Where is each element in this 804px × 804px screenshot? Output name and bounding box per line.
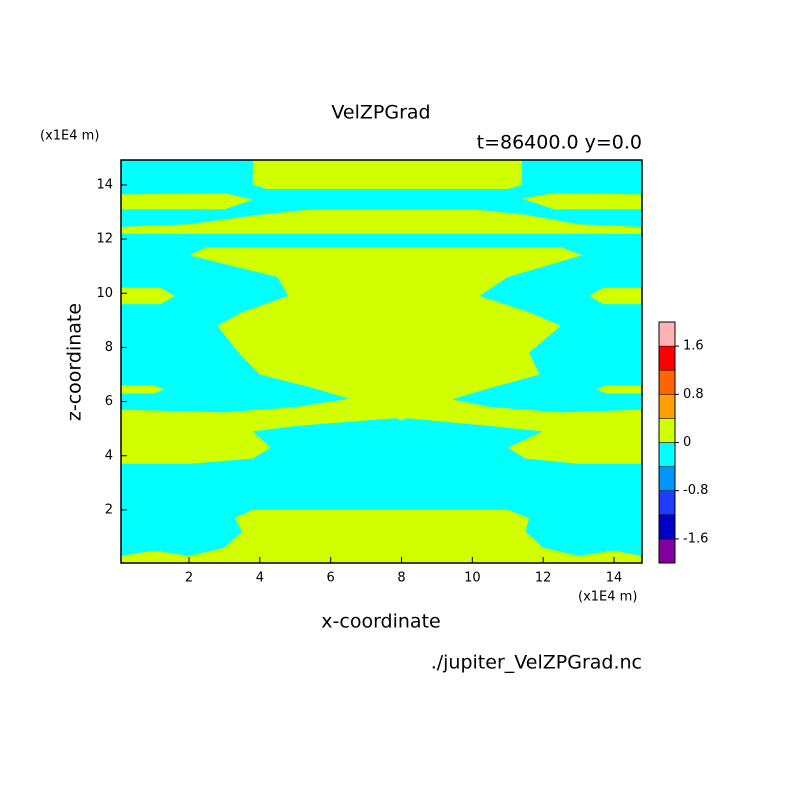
- x-tick-label: 12: [535, 571, 552, 586]
- y-tick-label: 8: [105, 340, 113, 355]
- contour-region: [121, 385, 165, 394]
- y-tick-label: 6: [105, 394, 113, 409]
- colorbar-band: [658, 369, 676, 395]
- colorbar-band: [658, 345, 676, 371]
- colorbar-band: [658, 466, 676, 491]
- contour-region: [589, 287, 642, 305]
- contour-region: [189, 247, 583, 421]
- plot-frame: [120, 159, 643, 564]
- chart-title: VelZPGrad: [331, 102, 430, 124]
- y-tick-label: 4: [105, 448, 113, 463]
- contour-region: [121, 209, 642, 234]
- contour-region: [252, 160, 522, 189]
- y-tick-label: 14: [96, 177, 113, 192]
- chart-subtitle: t=86400.0 y=0.0: [477, 132, 642, 154]
- colorbar-band: [658, 514, 676, 540]
- y-tick-label: 2: [105, 502, 113, 517]
- x-tick-label: 10: [464, 571, 481, 586]
- x-tick-label: 6: [327, 571, 335, 586]
- y-tick-label: 10: [96, 286, 113, 301]
- contour-region: [121, 396, 642, 464]
- colorbar-label: 1.6: [683, 339, 704, 354]
- contour-region: [121, 193, 253, 210]
- y-axis-label: z-coordinate: [64, 303, 86, 421]
- x-tick-label: 2: [185, 571, 193, 586]
- x-tick-label: 8: [397, 571, 405, 586]
- colorbar-band: [658, 418, 676, 443]
- source-file: ./jupiter_VelZPGrad.nc: [431, 652, 642, 674]
- colorbar-band: [658, 442, 676, 467]
- contour-region: [596, 385, 642, 394]
- colorbar-band: [658, 321, 676, 347]
- x-axis-label: x-coordinate: [321, 611, 440, 633]
- colorbar-band: [658, 538, 676, 564]
- colorbar-label: -0.8: [683, 483, 708, 498]
- y-unit: (x1E4 m): [40, 129, 99, 144]
- colorbar-label: 0.8: [683, 387, 704, 402]
- x-unit: (x1E4 m): [578, 590, 637, 605]
- colorbar-label: 0: [683, 435, 691, 450]
- colorbar-band: [658, 394, 676, 419]
- plot-area: [121, 160, 642, 563]
- colorbar-band: [658, 490, 676, 516]
- contour-region: [121, 287, 175, 305]
- contour-region: [521, 193, 642, 210]
- colorbar-label: -1.6: [683, 531, 708, 546]
- contour-region: [121, 509, 642, 563]
- x-tick-label: 14: [606, 571, 623, 586]
- x-tick-label: 4: [256, 571, 264, 586]
- y-tick-label: 12: [96, 232, 113, 247]
